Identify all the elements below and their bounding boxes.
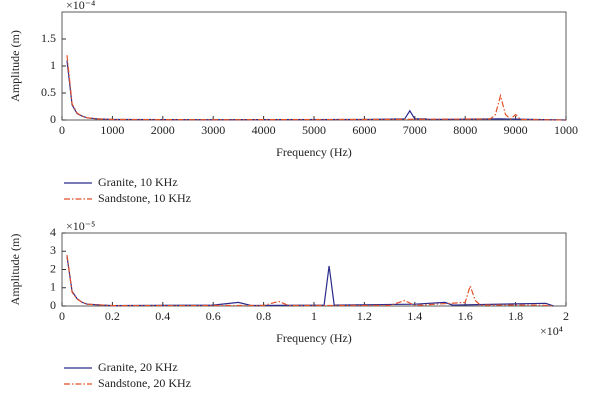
- x-tick-label: 9000: [504, 123, 528, 137]
- y-tick-label: 0: [50, 298, 56, 312]
- legend-label: Sandstone, 10 KHz: [98, 191, 191, 205]
- y-tick-label: 1: [50, 280, 56, 294]
- x-tick-label: 3000: [201, 123, 225, 137]
- legend-label: Sandstone, 20 KHz: [98, 376, 191, 390]
- y-tick-label: 1: [50, 58, 56, 72]
- x-tick-label: 0.6: [206, 309, 221, 323]
- y-axis-label: Amplitude (m): [8, 30, 22, 102]
- series-line: [66, 254, 554, 307]
- plot-frame: [61, 232, 567, 307]
- x-tick-label: 1.6: [458, 309, 473, 323]
- x-tick-label: 0.4: [155, 309, 170, 323]
- x-tick-label: 1: [311, 309, 317, 323]
- x-tick-label: 1000: [554, 123, 578, 137]
- y-tick-label: 0: [50, 112, 56, 126]
- legend-label: Granite, 10 KHz: [98, 175, 178, 189]
- series-line: [66, 60, 567, 121]
- x-tick-label: 5000: [302, 123, 326, 137]
- x-tick-label: 1.2: [357, 309, 372, 323]
- x-tick-label: 2000: [151, 123, 175, 137]
- x-tick-label: 1000: [100, 123, 124, 137]
- x-tick-label: 0: [59, 123, 65, 137]
- x-tick-label: 1.8: [508, 309, 523, 323]
- plot-frame: [61, 11, 567, 121]
- x-tick-label: 4000: [252, 123, 276, 137]
- x-tick-label: 0.2: [105, 309, 120, 323]
- x-tick-label: 8000: [453, 123, 477, 137]
- y-axis-label: Amplitude (m): [8, 234, 22, 306]
- series-line: [66, 55, 567, 121]
- y-tick-label: 0.5: [41, 85, 56, 99]
- x-tick-label: 7000: [403, 123, 427, 137]
- x-axis-label: Frequency (Hz): [276, 331, 352, 345]
- y-multiplier: ×10⁻⁴: [66, 0, 95, 12]
- x-tick-label: 0.8: [256, 309, 271, 323]
- x-tick-label: 1.4: [407, 309, 422, 323]
- series-line: [66, 256, 554, 307]
- x-axis-label: Frequency (Hz): [276, 145, 352, 159]
- y-tick-label: 3: [50, 243, 56, 257]
- x-tick-label: 2: [563, 309, 569, 323]
- x-tick-label: 0: [59, 309, 65, 323]
- y-multiplier: ×10⁻⁵: [66, 219, 95, 233]
- x-tick-label: 6000: [352, 123, 376, 137]
- legend-label: Granite, 20 KHz: [98, 360, 178, 374]
- y-tick-label: 4: [50, 225, 56, 239]
- y-tick-label: 1.5: [41, 31, 56, 45]
- y-tick-label: 2: [50, 261, 56, 275]
- x-multiplier: ×10⁴: [540, 324, 563, 338]
